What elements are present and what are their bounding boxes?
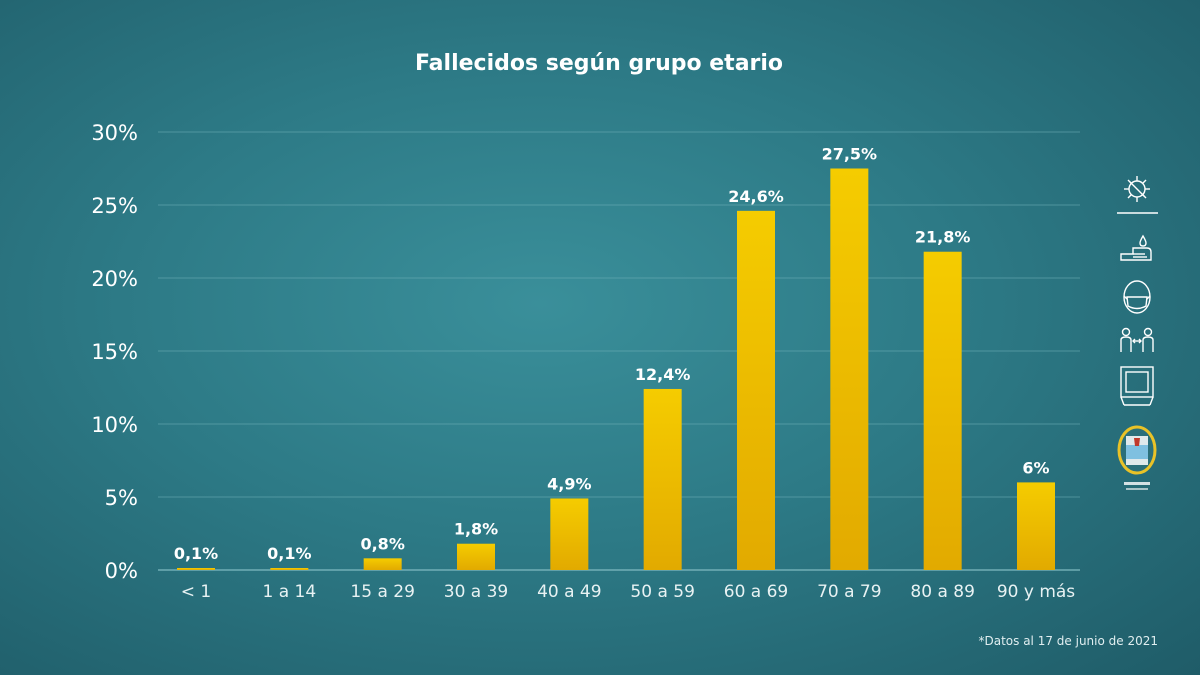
data-label: 0,1% [267,544,311,563]
data-label: 24,6% [728,187,784,206]
government-seal-icon [1117,425,1157,490]
bar [830,168,869,570]
y-tick-label: 20% [91,267,138,291]
data-label: 27,5% [822,145,878,164]
bar [923,251,962,570]
bar [1017,482,1055,570]
y-axis-ticks: 0% 5% 10% 15% 20% 25% 30% [91,121,138,583]
x-tick-label: 1 a 14 [262,582,316,602]
virus-icon [1124,176,1150,202]
data-label: 21,8% [915,228,971,247]
y-tick-label: 5% [105,486,138,510]
x-axis-ticks: < 1 1 a 14 15 a 29 30 a 39 40 a 49 50 a 59 60 … [181,582,1076,602]
bars: 0,1% 0,1% 0,8% 1,8% 4,9% 12,4% 24,6% 27,5% 21,8%… [174,145,1055,570]
x-tick-label: 90 y más [997,582,1075,602]
bar [550,498,589,570]
data-label: 0,1% [174,544,218,563]
data-label: 0,8% [360,534,404,553]
bar [737,210,775,570]
social-distance-icon [1120,327,1154,352]
hand-washing-icon [1120,234,1152,261]
x-tick-label: 30 a 39 [444,582,509,602]
x-tick-label: 60 a 69 [724,582,789,602]
y-tick-label: 30% [91,121,138,145]
x-tick-label: < 1 [181,582,211,602]
data-label: 12,4% [635,365,691,384]
data-label: 4,9% [547,474,591,493]
bar [457,543,495,570]
bar [363,558,402,570]
data-label: 1,8% [454,520,498,539]
x-tick-label: 70 a 79 [817,582,882,602]
y-tick-label: 10% [91,413,138,437]
x-tick-label: 40 a 49 [537,582,602,602]
y-tick-label: 25% [91,194,138,218]
x-tick-label: 15 a 29 [350,582,415,602]
bar [270,568,309,570]
window-ventilation-icon [1120,366,1154,406]
chart-title: Fallecidos según grupo etario [415,51,783,76]
bar [177,568,215,570]
y-tick-label: 15% [91,340,138,364]
y-tick-label: 0% [105,559,138,583]
side-icons [1117,176,1158,490]
bar [643,388,682,570]
footnote: *Datos al 17 de junio de 2021 [979,634,1159,648]
x-tick-label: 80 a 89 [910,582,975,602]
data-label: 6% [1022,458,1049,477]
x-tick-label: 50 a 59 [630,582,695,602]
face-mask-icon [1123,280,1151,314]
